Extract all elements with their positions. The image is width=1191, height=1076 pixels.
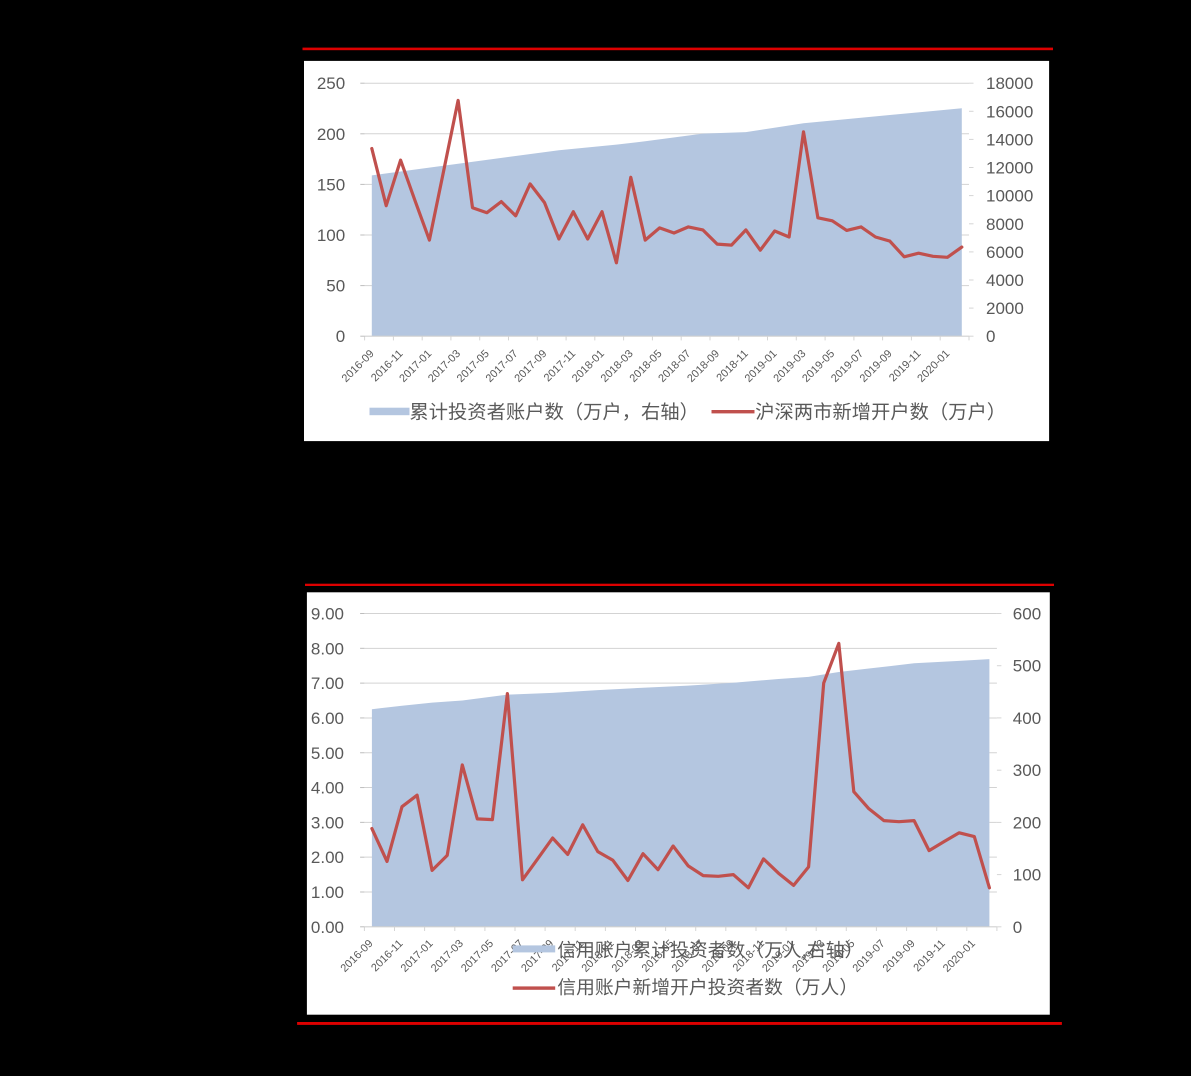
svg-text:18000: 18000 (986, 74, 1033, 93)
svg-text:200: 200 (1013, 813, 1041, 832)
svg-text:16000: 16000 (986, 102, 1033, 121)
svg-text:500: 500 (1013, 657, 1041, 676)
svg-text:0: 0 (1013, 918, 1022, 937)
svg-text:150: 150 (317, 175, 345, 194)
svg-text:6000: 6000 (986, 243, 1024, 262)
svg-text:8.00: 8.00 (311, 639, 344, 658)
svg-text:5.00: 5.00 (311, 744, 344, 763)
svg-text:400: 400 (1013, 709, 1041, 728)
svg-text:250: 250 (317, 74, 345, 93)
svg-text:12000: 12000 (986, 159, 1033, 178)
svg-text:300: 300 (1013, 761, 1041, 780)
svg-text:2000: 2000 (986, 299, 1024, 318)
svg-text:9.00: 9.00 (311, 605, 344, 624)
svg-text:4000: 4000 (986, 271, 1024, 290)
svg-text:7.00: 7.00 (311, 674, 344, 693)
svg-text:50: 50 (326, 277, 345, 296)
svg-text:10000: 10000 (986, 187, 1033, 206)
svg-text:100: 100 (1013, 866, 1041, 885)
svg-text:8000: 8000 (986, 215, 1024, 234)
svg-text:0: 0 (336, 327, 345, 346)
svg-text:14000: 14000 (986, 130, 1033, 149)
svg-text:0: 0 (986, 327, 995, 346)
svg-text:200: 200 (317, 125, 345, 144)
svg-text:600: 600 (1013, 605, 1041, 624)
svg-text:100: 100 (317, 226, 345, 245)
svg-text:3.00: 3.00 (311, 813, 344, 832)
svg-text:2.00: 2.00 (311, 848, 344, 867)
svg-text:0.00: 0.00 (311, 918, 344, 937)
svg-text:4.00: 4.00 (311, 779, 344, 798)
svg-text:1.00: 1.00 (311, 883, 344, 902)
svg-text:6.00: 6.00 (311, 709, 344, 728)
